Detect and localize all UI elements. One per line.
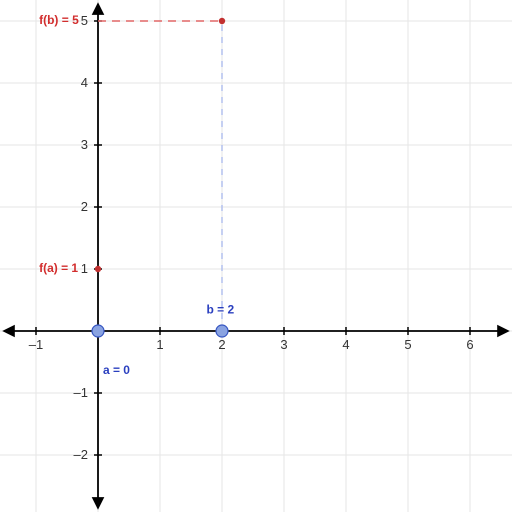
b-point [216,325,228,337]
x-tick-label: 2 [218,337,225,352]
x-tick-label: 6 [466,337,473,352]
x-tick-label: 5 [404,337,411,352]
x-tick-label: 3 [280,337,287,352]
label-a: a = 0 [103,363,130,377]
a-point [92,325,104,337]
y-tick-label: –2 [74,447,88,462]
label-b: b = 2 [207,303,235,317]
y-tick-label: 1 [81,261,88,276]
x-tick-label: 4 [342,337,349,352]
x-tick-label: –1 [29,337,43,352]
label-fa: f(a) = 1 [39,261,78,275]
fa-point [95,266,101,272]
y-tick-label: 3 [81,137,88,152]
y-tick-label: 4 [81,75,88,90]
label-fb: f(b) = 5 [39,13,79,27]
x-tick-label: 1 [156,337,163,352]
fb-point [219,18,225,24]
y-tick-label: 5 [81,13,88,28]
y-tick-label: 2 [81,199,88,214]
y-tick-label: –1 [74,385,88,400]
